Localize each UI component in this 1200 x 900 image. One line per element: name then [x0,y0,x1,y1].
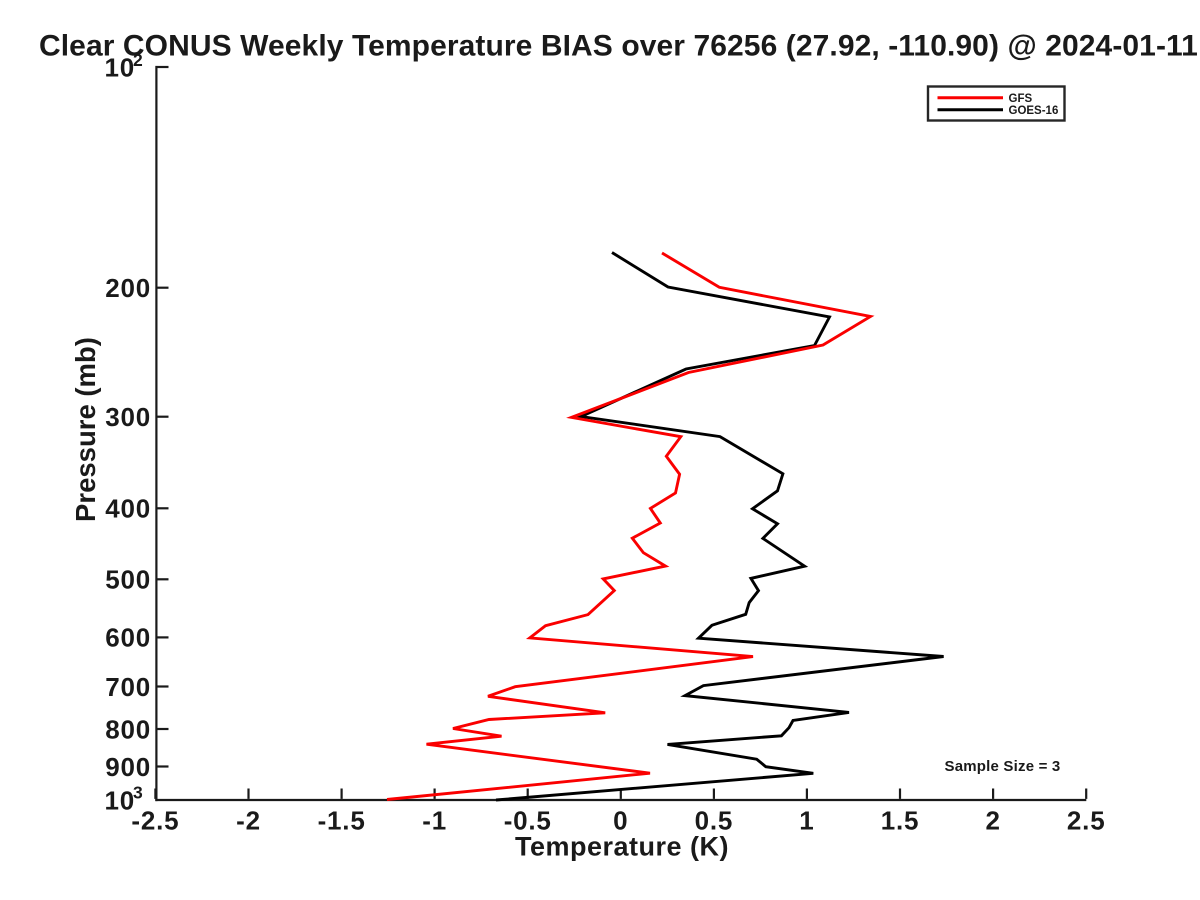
svg-text:GOES-16: GOES-16 [1009,105,1059,117]
svg-text:-1: -1 [422,806,447,836]
svg-text:-2: -2 [236,806,261,836]
svg-text:10: 10 [104,785,135,815]
svg-text:200: 200 [105,273,151,303]
svg-text:-0.5: -0.5 [504,806,552,836]
svg-text:2: 2 [985,806,1000,836]
svg-text:-1.5: -1.5 [318,806,366,836]
svg-text:1.5: 1.5 [881,806,920,836]
svg-text:1: 1 [799,806,814,836]
svg-text:2: 2 [133,50,143,70]
svg-text:Pressure (mb): Pressure (mb) [70,337,101,522]
svg-text:400: 400 [105,494,151,524]
svg-text:GFS: GFS [1009,93,1033,105]
svg-text:2.5: 2.5 [1067,806,1106,836]
svg-text:10: 10 [104,52,135,82]
svg-text:0: 0 [613,806,628,836]
svg-text:-2.5: -2.5 [131,806,179,836]
svg-text:700: 700 [105,672,151,702]
svg-text:800: 800 [105,714,151,744]
svg-text:300: 300 [105,402,151,432]
svg-text:Temperature (K): Temperature (K) [515,832,729,862]
svg-text:Clear CONUS Weekly Temperature: Clear CONUS Weekly Temperature BIAS over… [39,30,1198,63]
svg-text:Sample Size = 3: Sample Size = 3 [945,758,1061,775]
svg-text:0.5: 0.5 [695,806,734,836]
svg-text:600: 600 [105,623,151,653]
svg-text:900: 900 [105,752,151,782]
svg-text:500: 500 [105,565,151,595]
svg-text:3: 3 [133,783,143,803]
